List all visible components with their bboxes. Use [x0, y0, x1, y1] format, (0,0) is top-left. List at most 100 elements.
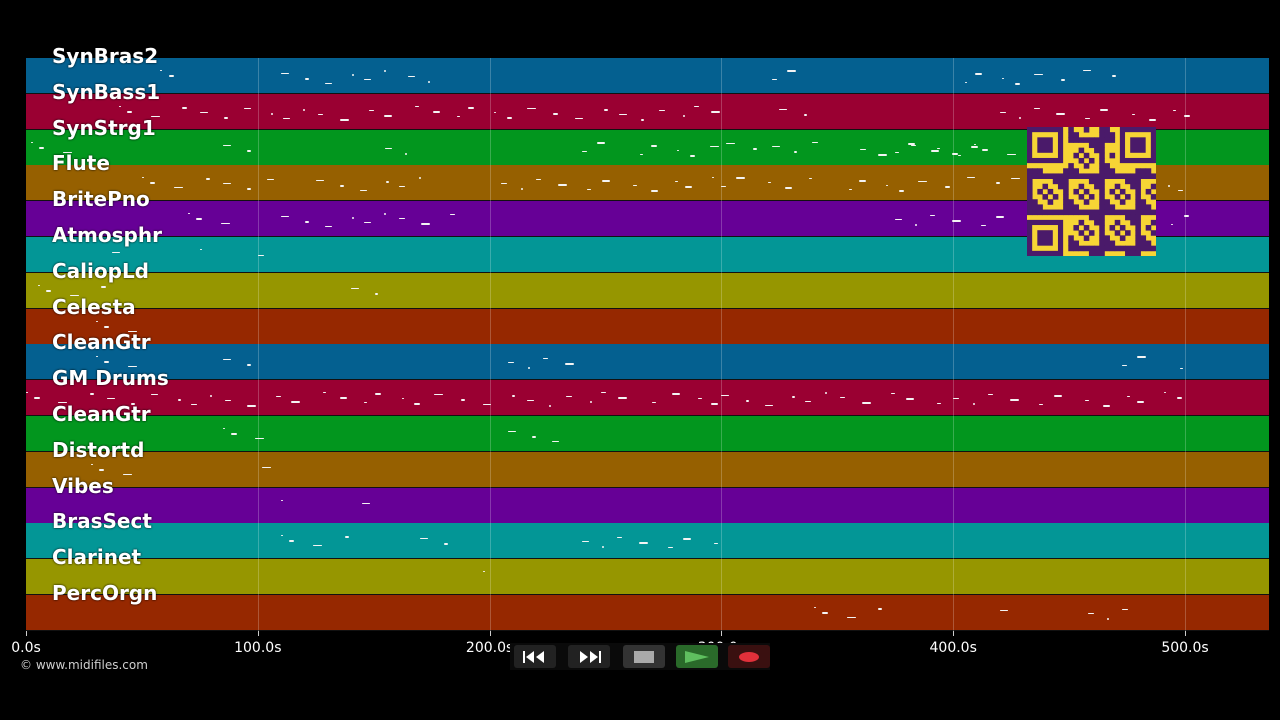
midi-note: [247, 364, 251, 367]
midi-note: [386, 181, 390, 184]
midi-note: [804, 401, 812, 403]
midi-note: [1164, 392, 1167, 394]
midi-note: [981, 225, 986, 227]
time-tick-label: 0.0s: [11, 640, 41, 656]
midi-note: [967, 177, 976, 179]
midi-note: [401, 398, 404, 400]
tick-mark: [721, 631, 723, 636]
midi-note: [1006, 153, 1016, 155]
midi-note: [247, 149, 251, 152]
midi-note: [359, 190, 367, 192]
midi-note: [602, 180, 611, 183]
midi-note: [640, 153, 643, 155]
time-gridline: [1185, 58, 1186, 631]
midi-note: [982, 148, 988, 151]
midi-note: [582, 541, 589, 543]
midi-note: [683, 114, 686, 117]
midi-note: [553, 112, 558, 115]
midi-note: [362, 502, 371, 504]
midi-note: [118, 105, 121, 107]
midi-note: [404, 152, 407, 155]
midi-note: [30, 141, 33, 143]
record-button[interactable]: [728, 645, 770, 668]
midi-note: [952, 152, 959, 155]
stop-icon: [634, 650, 654, 663]
midi-note: [267, 179, 275, 181]
midi-note: [1060, 79, 1066, 81]
midi-note: [150, 182, 156, 185]
midi-note: [127, 366, 137, 368]
midi-note: [247, 188, 251, 191]
midi-note: [1011, 178, 1021, 180]
midi-note: [953, 398, 960, 400]
midi-note: [223, 144, 232, 146]
midi-note: [151, 394, 159, 396]
fast-forward-icon: [580, 650, 601, 663]
midi-note: [1085, 117, 1090, 119]
rewind-icon: [523, 650, 544, 663]
midi-note: [126, 110, 133, 113]
midi-note: [814, 607, 817, 608]
qr-code: [1027, 127, 1157, 257]
midi-note: [103, 361, 110, 364]
midi-note: [877, 608, 883, 610]
midi-note: [846, 617, 856, 618]
midi-note: [911, 144, 916, 146]
midi-note: [1085, 400, 1089, 402]
midi-note: [641, 118, 645, 121]
midi-note: [199, 249, 202, 250]
midi-note: [907, 142, 916, 145]
stop-button[interactable]: [623, 645, 665, 668]
midi-note: [1180, 368, 1184, 370]
midi-note: [526, 107, 536, 109]
play-button[interactable]: [676, 645, 718, 668]
tick-mark: [1185, 631, 1186, 636]
midi-note: [803, 113, 808, 116]
midi-note: [772, 145, 780, 147]
midi-note: [945, 186, 950, 189]
midi-note: [63, 151, 73, 153]
midi-note: [839, 397, 845, 399]
midi-note: [712, 177, 715, 179]
midi-note: [1100, 108, 1109, 111]
midi-note: [257, 255, 265, 256]
midi-note: [220, 223, 230, 225]
midi-note: [1083, 70, 1092, 71]
midi-note: [618, 397, 628, 400]
midi-note: [325, 83, 333, 84]
midi-note: [243, 107, 252, 109]
midi-note: [693, 105, 699, 107]
fast-forward-button[interactable]: [568, 645, 610, 668]
midi-note: [582, 150, 587, 152]
midi-note: [369, 109, 374, 111]
time-tick-label: 400.0s: [929, 640, 977, 656]
midi-note: [710, 403, 719, 406]
midi-note: [566, 396, 573, 398]
tick-mark: [257, 631, 259, 636]
midi-note: [1178, 190, 1184, 192]
midi-note: [482, 571, 485, 573]
midi-note: [1137, 401, 1144, 404]
midi-note: [848, 189, 852, 191]
midi-note: [714, 543, 719, 545]
midi-note: [972, 403, 975, 406]
tick-mark: [953, 631, 955, 636]
midi-note: [650, 190, 658, 193]
midi-note: [384, 70, 387, 72]
midi-note: [736, 177, 745, 180]
track-row: [26, 308, 1269, 345]
midi-note: [305, 78, 309, 80]
midi-note: [859, 180, 866, 183]
midi-note: [262, 466, 271, 468]
midi-note: [364, 79, 371, 80]
track-label: BritePno: [52, 187, 150, 212]
rewind-button[interactable]: [514, 645, 556, 668]
midi-note: [600, 392, 607, 394]
midi-note: [1054, 395, 1063, 398]
midi-note: [467, 106, 474, 109]
midi-note: [1122, 609, 1128, 610]
midi-note: [1087, 613, 1094, 614]
midi-note: [1034, 107, 1040, 109]
track-row: [26, 380, 1269, 417]
midi-note: [586, 189, 592, 191]
